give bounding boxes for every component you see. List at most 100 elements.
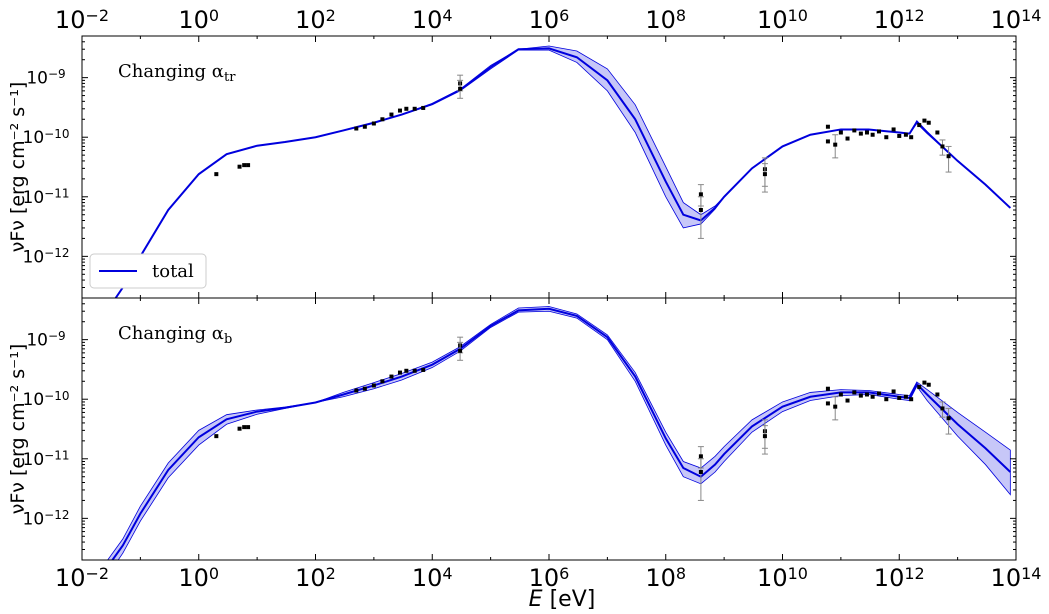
top-x-axis-tick-labels: 10−2 100 102 104 106 108 1010 1012 1014 bbox=[55, 6, 1042, 34]
data-point-32 bbox=[903, 132, 908, 137]
bottom-x-tick-label: 1010 bbox=[757, 564, 808, 592]
data-point-33 bbox=[909, 397, 914, 402]
data-point-7 bbox=[380, 379, 385, 384]
data-point-16 bbox=[698, 208, 703, 213]
data-point-35 bbox=[922, 380, 927, 385]
data-point-11 bbox=[412, 368, 417, 373]
bottom-x-tick-label: 1014 bbox=[991, 564, 1042, 592]
data-point-3 bbox=[246, 163, 251, 168]
data-point-39 bbox=[946, 416, 951, 421]
data-point-24 bbox=[852, 390, 857, 395]
data-point-9 bbox=[397, 108, 402, 113]
data-point-12 bbox=[421, 105, 426, 110]
data-point-28 bbox=[877, 129, 882, 134]
legend-box bbox=[89, 253, 207, 289]
data-point-25 bbox=[858, 393, 863, 398]
bottom-x-tick-label: 100 bbox=[178, 564, 219, 592]
data-point-18 bbox=[762, 172, 767, 177]
plot-area bbox=[107, 306, 1012, 560]
data-point-20 bbox=[825, 139, 830, 144]
data-point-39 bbox=[946, 154, 951, 159]
data-point-37 bbox=[935, 130, 940, 135]
series-line-total bbox=[111, 307, 1012, 560]
data-point-1 bbox=[237, 426, 242, 431]
data-point-30 bbox=[891, 127, 896, 132]
data-point-26 bbox=[864, 392, 869, 397]
data-point-36 bbox=[926, 382, 931, 387]
panel-title: Changing αb bbox=[118, 323, 232, 347]
data-point-33 bbox=[909, 135, 914, 140]
top-x-tick-label: 108 bbox=[645, 6, 686, 34]
data-point-34 bbox=[917, 123, 922, 128]
x-axis-label: E [eV] bbox=[529, 587, 596, 612]
data-point-12 bbox=[421, 367, 426, 372]
bottom-x-tick-label: 1012 bbox=[874, 564, 925, 592]
panel-title: Changing αtr bbox=[118, 61, 236, 85]
y-tick-label: 10−9 bbox=[26, 67, 65, 88]
data-point-19 bbox=[825, 386, 830, 391]
y-axis-label: νFν [erg cm⁻² s⁻¹] bbox=[7, 82, 29, 252]
series-line-total bbox=[114, 47, 1012, 298]
bottom-x-tick-label: 102 bbox=[295, 564, 336, 592]
data-point-24 bbox=[852, 128, 857, 133]
legend-label: total bbox=[152, 261, 194, 282]
data-point-20 bbox=[825, 401, 830, 406]
y-tick-label: 10−9 bbox=[26, 329, 65, 350]
data-point-14 bbox=[458, 86, 463, 91]
data-point-2 bbox=[242, 425, 247, 430]
data-point-21 bbox=[833, 404, 838, 409]
data-point-6 bbox=[371, 121, 376, 126]
data-point-5 bbox=[362, 386, 367, 391]
bottom-x-tick-label: 106 bbox=[529, 564, 570, 592]
y-tick-label: 10−11 bbox=[23, 448, 70, 469]
data-point-5 bbox=[362, 124, 367, 129]
data-point-27 bbox=[870, 132, 875, 137]
data-point-34 bbox=[917, 385, 922, 390]
y-axis-label: νFν [erg cm⁻² s⁻¹] bbox=[7, 344, 29, 514]
data-point-9 bbox=[397, 370, 402, 375]
plot-area bbox=[114, 45, 1012, 298]
data-point-21 bbox=[833, 142, 838, 147]
data-point-23 bbox=[845, 398, 850, 403]
top-x-tick-label: 106 bbox=[529, 6, 570, 34]
top-x-tick-label: 1014 bbox=[991, 6, 1042, 34]
data-point-38 bbox=[940, 406, 945, 411]
data-point-2 bbox=[242, 163, 247, 168]
data-point-15 bbox=[698, 192, 703, 197]
data-point-23 bbox=[845, 136, 850, 141]
data-point-4 bbox=[354, 388, 359, 393]
bottom-x-tick-label: 10−2 bbox=[55, 564, 109, 592]
data-point-10 bbox=[404, 106, 409, 111]
data-point-6 bbox=[371, 383, 376, 388]
data-point-7 bbox=[380, 117, 385, 122]
legend: total bbox=[89, 253, 207, 289]
data-point-4 bbox=[354, 126, 359, 131]
data-point-10 bbox=[404, 368, 409, 373]
data-point-0 bbox=[214, 434, 219, 439]
data-point-14 bbox=[458, 348, 463, 353]
data-point-0 bbox=[214, 172, 219, 177]
data-point-29 bbox=[884, 397, 889, 402]
data-point-1 bbox=[237, 164, 242, 169]
y-tick-label: 10−12 bbox=[23, 508, 70, 529]
data-point-28 bbox=[877, 391, 882, 396]
data-point-3 bbox=[246, 425, 251, 430]
uncertainty-band bbox=[115, 45, 1011, 298]
data-point-37 bbox=[935, 392, 940, 397]
data-point-15 bbox=[698, 454, 703, 459]
data-point-8 bbox=[389, 112, 394, 117]
data-point-8 bbox=[389, 374, 394, 379]
data-point-32 bbox=[903, 394, 908, 399]
data-point-19 bbox=[825, 124, 830, 129]
bottom-x-axis-tick-labels: 10−2 100 102 104 106 108 1010 1012 1014 bbox=[55, 564, 1042, 592]
top-x-tick-label: 10−2 bbox=[55, 6, 109, 34]
data-point-36 bbox=[926, 120, 931, 125]
data-point-16 bbox=[698, 470, 703, 475]
bottom-x-tick-label: 104 bbox=[412, 564, 453, 592]
data-point-30 bbox=[891, 389, 896, 394]
data-point-27 bbox=[870, 394, 875, 399]
data-point-29 bbox=[884, 135, 889, 140]
